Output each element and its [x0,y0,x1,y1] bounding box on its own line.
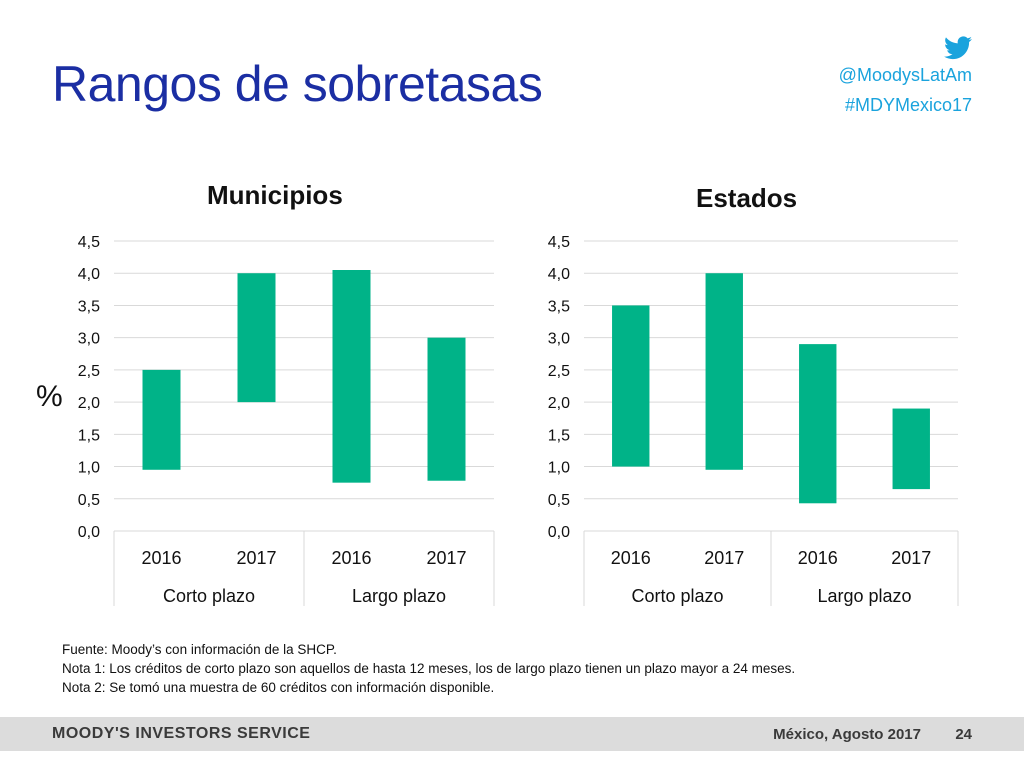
y-tick-label: 3,0 [548,331,570,348]
x-category-label: 2017 [236,548,276,568]
y-tick-label: 4,0 [78,266,100,283]
y-tick-label: 0,0 [548,524,570,541]
chart-title-estados: Estados [696,183,798,213]
chart-title-municipios: Municipios [207,180,343,210]
twitter-hashtag[interactable]: #MDYMexico17 [844,95,972,115]
footer-bar: MOODY'S INVESTORS SERVICE México, Agosto… [0,717,1024,751]
social-block: @MoodysLatAm #MDYMexico17 [839,36,972,120]
y-tick-label: 0,5 [548,492,570,509]
y-tick-label: 0,0 [78,524,100,541]
slide-title: Rangos de sobretasas [52,56,543,112]
y-tick-label: 0,5 [78,492,100,509]
note-2: Nota 2: Se tomó una muestra de 60 crédit… [62,680,495,695]
range-bar [332,270,371,483]
y-tick-label: 3,0 [78,331,100,348]
x-category-label: 2016 [141,548,181,568]
range-bar [892,408,930,490]
y-tick-label: 2,5 [548,363,570,380]
y-tick-label: 2,5 [78,363,100,380]
footer-date: México, Agosto 2017 [773,726,921,743]
x-category-label: 2017 [891,548,931,568]
range-bar [427,337,466,481]
y-tick-label: 1,0 [548,460,570,477]
x-category-label: 2016 [798,548,838,568]
range-bar [799,344,837,504]
y-tick-label: 2,0 [548,395,570,412]
y-tick-label: 4,5 [548,234,570,251]
range-bar [705,273,743,470]
footnotes: Fuente: Moody’s con información de la SH… [62,640,795,697]
group-label: Largo plazo [352,586,446,606]
x-category-label: 2017 [426,548,466,568]
twitter-bird-icon [944,36,972,60]
range-bar [237,273,276,403]
twitter-handle[interactable]: @MoodysLatAm [838,65,972,85]
footer-page-number: 24 [955,726,972,743]
x-category-label: 2016 [611,548,651,568]
note-1: Nota 1: Los créditos de corto plazo son … [62,661,796,676]
y-tick-label: 4,5 [78,234,100,251]
y-tick-label: 4,0 [548,266,570,283]
y-tick-label: 1,0 [78,460,100,477]
range-bar [142,369,181,470]
range-bar [612,305,650,467]
footer-brand-logo: MOODY'S INVESTORS SERVICE [52,725,311,742]
y-tick-label: 3,5 [78,298,100,315]
group-label: Corto plazo [631,586,723,606]
y-tick-label: 1,5 [78,427,100,444]
y-tick-label: 3,5 [548,298,570,315]
group-label: Corto plazo [163,586,255,606]
group-label: Largo plazo [817,586,911,606]
y-tick-label: 1,5 [548,427,570,444]
x-category-label: 2017 [704,548,744,568]
x-category-label: 2016 [331,548,371,568]
y-tick-label: 2,0 [78,395,100,412]
note-source: Fuente: Moody’s con información de la SH… [62,642,337,657]
y-axis-unit-label: % [36,380,63,413]
